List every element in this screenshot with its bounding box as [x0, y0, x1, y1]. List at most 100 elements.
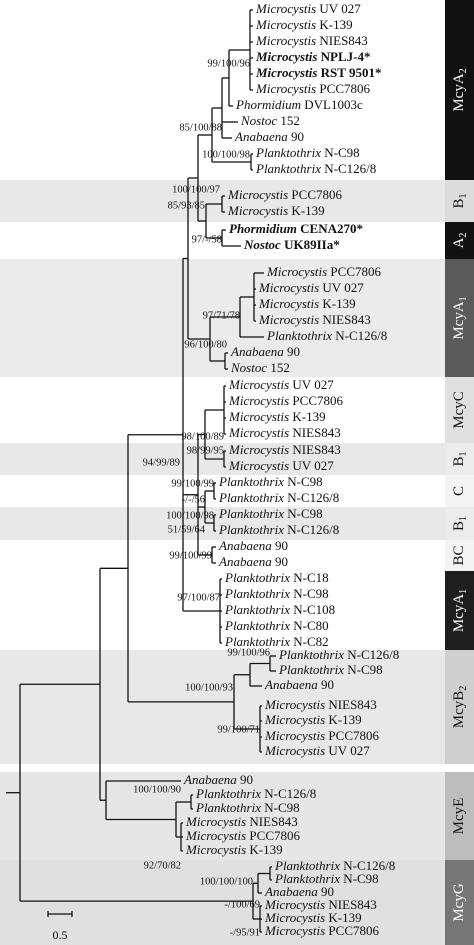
strain: N-C126/8 — [264, 786, 316, 801]
strain: 90 — [321, 884, 334, 899]
strain: 90 — [287, 344, 300, 359]
taxon-label: Microcystis UV 027 — [255, 1, 361, 16]
taxon-label: Anabaena 90 — [264, 677, 334, 692]
group-sub: 2 — [458, 68, 469, 73]
taxon-label: Anabaena 90 — [218, 538, 288, 553]
taxon-label: Planktothrix N-C98 — [278, 662, 383, 677]
taxon-label: Microcystis NIES843 — [255, 33, 368, 48]
support-value: 92/70/82 — [144, 860, 181, 871]
group-name: McyB — [451, 691, 467, 729]
group-box — [445, 860, 474, 945]
strain: 90 — [240, 772, 253, 787]
group-name: B — [451, 198, 467, 208]
taxon-label: Microcystis NIES843 — [258, 312, 371, 327]
genus: Microcystis — [255, 33, 316, 48]
genus: Planktothrix — [278, 647, 344, 662]
genus: Microcystis — [264, 910, 325, 925]
taxon-label: Nostoc 152 — [240, 113, 300, 128]
strain: PCC7806 — [328, 923, 379, 938]
taxon-label: Anabaena 90 — [264, 884, 334, 899]
strain: K-139 — [291, 203, 324, 218]
genus: Microcystis — [228, 442, 289, 457]
genus: Anabaena — [264, 677, 318, 692]
strain: PCC7806 — [249, 828, 300, 843]
strain: N-C108 — [293, 602, 335, 617]
support-value: 97/-/58 — [192, 234, 222, 245]
genus: Anabaena — [218, 554, 272, 569]
genus: Planktothrix — [274, 871, 340, 886]
support-value: -/-/56 — [182, 494, 205, 505]
taxon-label: Microcystis NIES843 — [264, 897, 377, 912]
support-value: 100/100/97 — [172, 184, 220, 195]
taxon-label: Planktothrix N-C98 — [255, 145, 360, 160]
genus: Anabaena — [230, 344, 284, 359]
taxon-label: Anabaena 90 — [234, 129, 304, 144]
taxon-label: Anabaena 90 — [183, 772, 253, 787]
band-stripe — [0, 259, 445, 377]
strain: N-C126/8 — [287, 522, 339, 537]
genus: Microcystis — [185, 828, 246, 843]
genus: Microcystis — [255, 49, 317, 64]
strain: 90 — [275, 554, 288, 569]
support-value: -/95/91 — [230, 927, 260, 938]
strain: NIES843 — [322, 312, 370, 327]
taxon-label: Planktothrix N-C98 — [195, 800, 300, 815]
group-label: A2 — [451, 233, 469, 249]
group-name: McyA — [451, 73, 467, 111]
genus: Planktothrix — [218, 522, 284, 537]
taxon-label: Microcystis NIES843 — [185, 814, 298, 829]
genus: Microcystis — [258, 312, 319, 327]
genus: Planktothrix — [224, 602, 290, 617]
group-box — [445, 650, 474, 764]
taxon-label: Planktothrix N-C98 — [218, 506, 323, 521]
group-box — [445, 507, 474, 540]
strain: PCC7806 — [292, 393, 343, 408]
band-stripe — [0, 772, 445, 860]
strain: N-C126/8 — [324, 161, 376, 176]
genus: Microcystis — [255, 1, 316, 16]
strain: DVL1003c — [304, 97, 363, 112]
support-value: 85/93/85 — [168, 200, 205, 211]
taxon-label: Microcystis PCC7806 — [255, 81, 370, 96]
group-box — [445, 180, 474, 222]
group-sub: 1 — [458, 451, 469, 456]
strain: CENA270* — [300, 221, 363, 236]
support-value: 97/100/87 — [177, 592, 220, 603]
taxon-label: Microcystis K-139 — [264, 712, 362, 727]
group-label: McyC — [451, 391, 467, 429]
taxon-label: Planktothrix N-C18 — [224, 570, 329, 585]
group-box — [445, 377, 474, 443]
support-value: -/100/69 — [224, 899, 260, 910]
group-label: B1 — [451, 516, 469, 531]
strain: UV 027 — [292, 458, 334, 473]
genus: Planktothrix — [218, 506, 284, 521]
strain: N-C98 — [264, 800, 299, 815]
support-value: 99/100/96 — [207, 58, 250, 69]
support-value: 85/100/88 — [179, 122, 222, 133]
group-label: McyB2 — [451, 686, 469, 729]
strain: N-C98 — [293, 586, 328, 601]
group-label: C — [451, 486, 467, 496]
taxon-label: Microcystis UV 027 — [264, 743, 370, 758]
genus: Microcystis — [255, 17, 316, 32]
group-name: McyA — [451, 301, 467, 339]
genus: Planktothrix — [218, 490, 284, 505]
genus: Phormidium — [235, 97, 301, 112]
genus: Microcystis — [185, 842, 246, 857]
genus: Planktothrix — [266, 328, 332, 343]
genus: Planktothrix — [195, 800, 261, 815]
taxon-label: Microcystis K-139 — [255, 17, 353, 32]
scale-label: 0.5 — [53, 928, 68, 942]
genus: Planktothrix — [224, 586, 290, 601]
genus: Microcystis — [227, 203, 288, 218]
strain: N-C126/8 — [347, 647, 399, 662]
genus: Microcystis — [264, 743, 325, 758]
strain: NIES843 — [328, 897, 376, 912]
support-value: 100/100/93 — [185, 682, 233, 693]
taxon-label: Microcystis PCC7806 — [266, 264, 381, 279]
taxon-label: Microcystis UV 027 — [228, 377, 334, 392]
taxon-label: Planktothrix N-C126/8 — [195, 786, 316, 801]
strain: NPLJ-4* — [321, 49, 371, 64]
